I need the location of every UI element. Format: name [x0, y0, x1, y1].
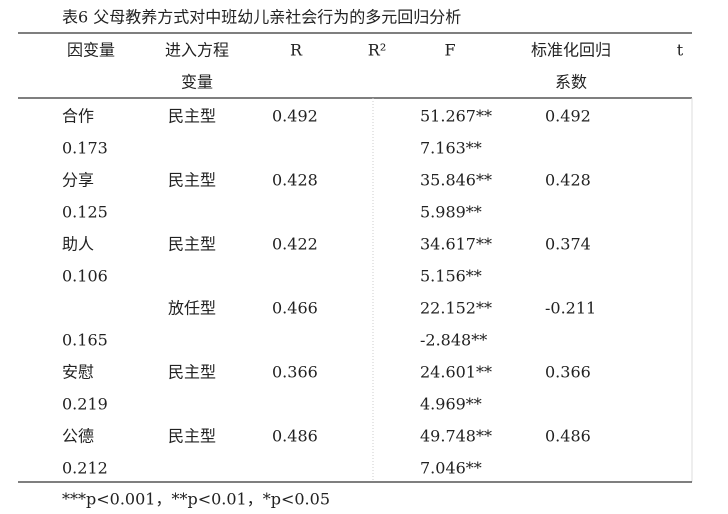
table-cell: 0.219: [62, 395, 108, 414]
table-cell: 4.969**: [420, 395, 482, 414]
table-cell: 0.366: [545, 363, 591, 382]
table-cell: 7.046**: [420, 459, 482, 478]
table-cell: 民主型: [168, 427, 216, 446]
table-cell: 51.267**: [420, 107, 492, 126]
header-cell: t: [677, 41, 684, 60]
header-cell: 进入方程: [165, 41, 229, 60]
header-cell: 因变量: [67, 41, 115, 60]
header-cell: R²: [368, 41, 386, 60]
table-cell: 公德: [62, 427, 94, 446]
table-cell: 7.163**: [420, 139, 482, 158]
header-cell: 系数: [555, 73, 587, 92]
table-cell: 0.374: [545, 235, 591, 254]
table-cell: 民主型: [168, 171, 216, 190]
table-cell: 放任型: [168, 299, 216, 318]
table-cell: 0.486: [545, 427, 591, 446]
table-cell: 合作: [62, 107, 94, 126]
footnote: ***p<0.001，**p<0.01，*p<0.05: [62, 490, 330, 509]
table-title: 表6 父母教养方式对中班幼儿亲社会行为的多元回归分析: [62, 8, 461, 27]
table-cell: 0.165: [62, 331, 108, 350]
table-cell: 5.156**: [420, 267, 482, 286]
table-cell: 0.486: [272, 427, 318, 446]
table-cell: 民主型: [168, 235, 216, 254]
header-cell: 变量: [181, 73, 213, 92]
table-cell: 0.173: [62, 139, 108, 158]
table-cell: 0.428: [272, 171, 318, 190]
header-cell: 标准化回归: [531, 41, 611, 60]
table-cell: 22.152**: [420, 299, 492, 318]
table-cell: 35.846**: [420, 171, 492, 190]
header-cell: F: [444, 41, 455, 60]
table-cell: 5.989**: [420, 203, 482, 222]
table-cell: 0.422: [272, 235, 318, 254]
table-cell: 分享: [62, 171, 94, 190]
table-cell: 0.212: [62, 459, 108, 478]
table-cell: 24.601**: [420, 363, 492, 382]
table-cell: 安慰: [62, 363, 94, 382]
table-cell: 0.125: [62, 203, 108, 222]
table-cell: 0.492: [545, 107, 591, 126]
header-cell: R: [290, 41, 303, 60]
table-cell: 助人: [62, 235, 94, 254]
table-cell: 0.106: [62, 267, 108, 286]
table-cell: 0.366: [272, 363, 318, 382]
table-cell: -0.211: [545, 299, 596, 318]
table-cell: 0.428: [545, 171, 591, 190]
table-cell: 0.492: [272, 107, 318, 126]
table-cell: 0.466: [272, 299, 318, 318]
table-cell: 民主型: [168, 107, 216, 126]
table-cell: 34.617**: [420, 235, 492, 254]
table-cell: -2.848**: [420, 331, 487, 350]
table-cell: 民主型: [168, 363, 216, 382]
table-cell: 49.748**: [420, 427, 492, 446]
